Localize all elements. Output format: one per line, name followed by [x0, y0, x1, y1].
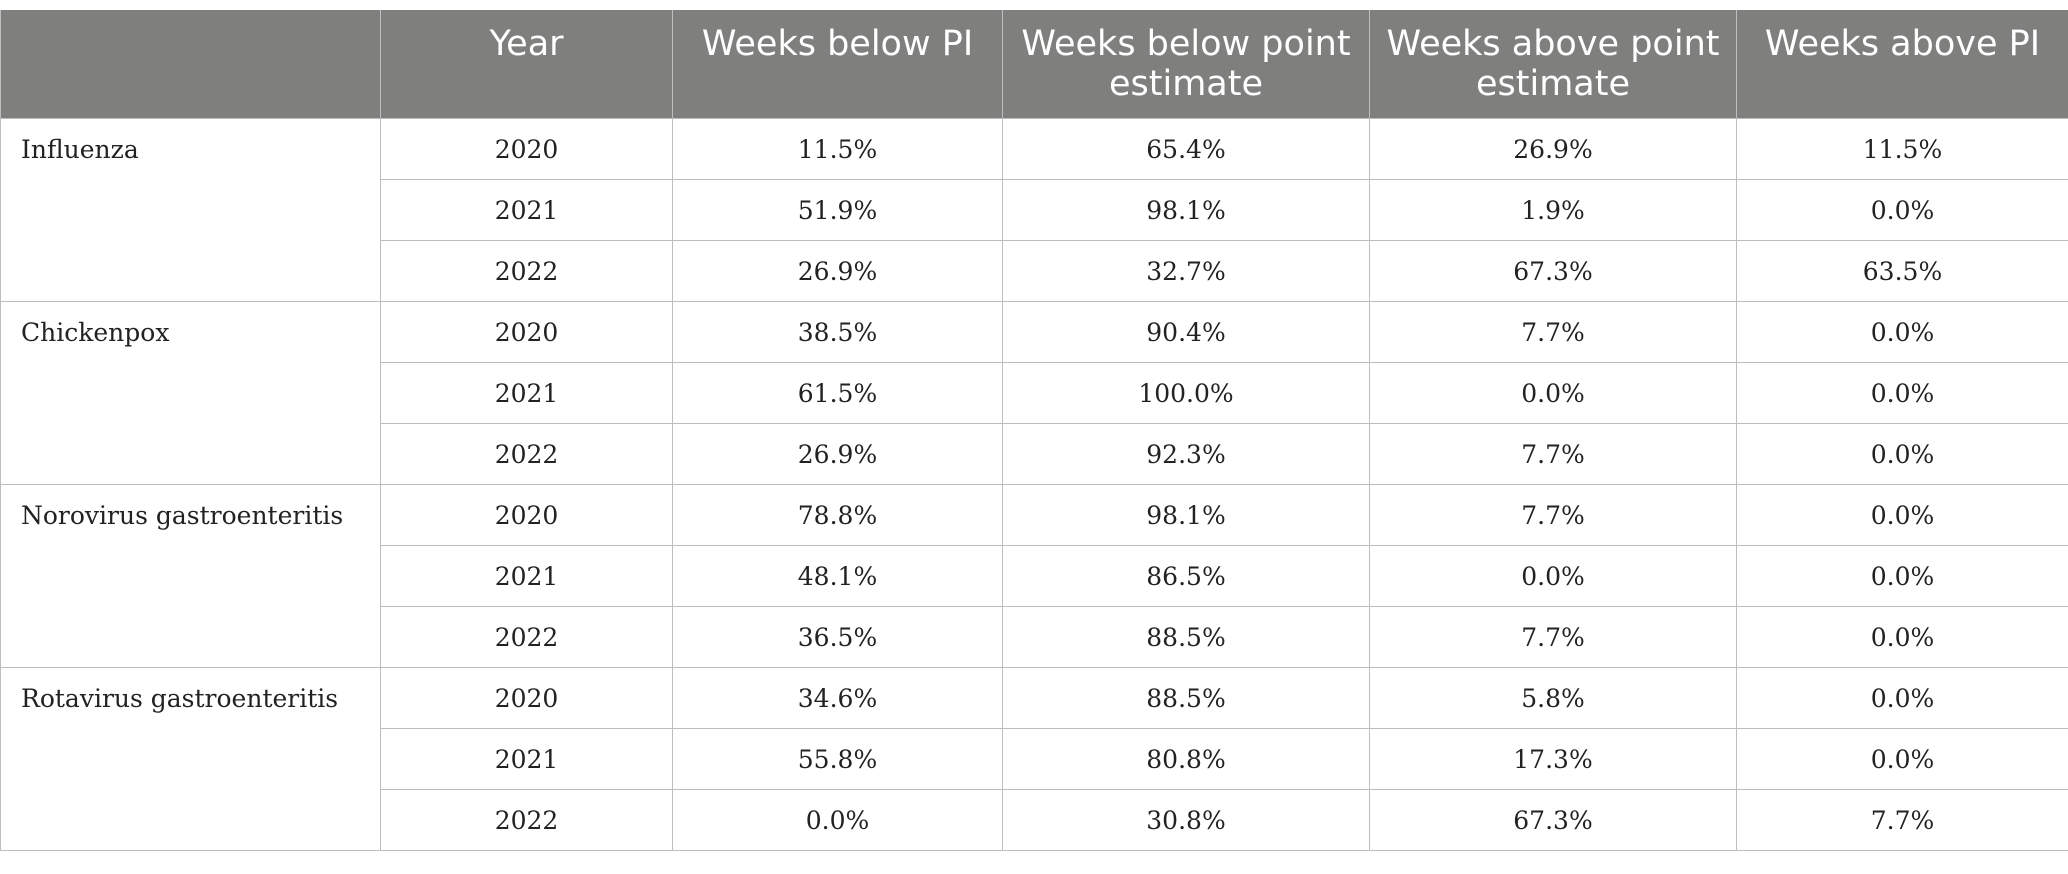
cell-weeks-below-point-estimate: 88.5% [1002, 667, 1370, 729]
cell-weeks-above-pi: 0.0% [1736, 423, 2068, 485]
cell-weeks-below-pi: 55.8% [672, 728, 1003, 790]
cell-weeks-above-pi: 0.0% [1736, 484, 2068, 546]
cell-weeks-below-pi: 51.9% [672, 179, 1003, 241]
cell-weeks-above-point-estimate: 17.3% [1369, 728, 1737, 790]
cell-year: 2020 [380, 301, 673, 363]
cell-year: 2021 [380, 362, 673, 424]
cell-weeks-above-pi: 0.0% [1736, 179, 2068, 241]
cell-weeks-above-point-estimate: 0.0% [1369, 545, 1737, 607]
results-table: Year Weeks below PI Weeks below point es… [0, 10, 2068, 851]
table-row: 2022 36.5% 88.5% 7.7% 0.0% [1, 606, 2068, 668]
header-cell-weeks-above-point-estimate: Weeks above point estimate [1369, 10, 1737, 119]
cell-weeks-below-point-estimate: 100.0% [1002, 362, 1370, 424]
cell-weeks-below-pi: 78.8% [672, 484, 1003, 546]
table-row: 2022 0.0% 30.8% 67.3% 7.7% [1, 789, 2068, 851]
table-row: Influenza 2020 11.5% 65.4% 26.9% 11.5% [0, 118, 2068, 302]
table-body: Influenza 2020 11.5% 65.4% 26.9% 11.5% 2021 51.… [0, 118, 2068, 851]
cell-year: 2021 [380, 179, 673, 241]
disease-cell: Influenza [0, 118, 381, 302]
cell-weeks-below-pi: 48.1% [672, 545, 1003, 607]
table-row: 2021 55.8% 80.8% 17.3% 0.0% [1, 728, 2068, 790]
disease-cell: Rotavirus gastroenteritis [0, 667, 381, 851]
cell-weeks-below-pi: 11.5% [672, 118, 1003, 180]
header-cell-weeks-below-point-estimate: Weeks below point estimate [1002, 10, 1370, 119]
disease-cell: Norovirus gastroenteritis [0, 484, 381, 668]
cell-weeks-above-pi: 7.7% [1736, 789, 2068, 851]
cell-weeks-below-pi: 61.5% [672, 362, 1003, 424]
cell-weeks-below-point-estimate: 32.7% [1002, 240, 1370, 302]
table-row: 2022 26.9% 92.3% 7.7% 0.0% [1, 423, 2068, 485]
cell-weeks-below-point-estimate: 88.5% [1002, 606, 1370, 668]
table-row: 2021 61.5% 100.0% 0.0% 0.0% [1, 362, 2068, 424]
cell-weeks-above-point-estimate: 7.7% [1369, 484, 1737, 546]
cell-weeks-below-pi: 38.5% [672, 301, 1003, 363]
cell-weeks-below-point-estimate: 98.1% [1002, 179, 1370, 241]
cell-weeks-above-point-estimate: 7.7% [1369, 423, 1737, 485]
cell-year: 2022 [380, 789, 673, 851]
header-cell-weeks-below-pi: Weeks below PI [672, 10, 1003, 119]
cell-year: 2021 [380, 728, 673, 790]
cell-weeks-above-point-estimate: 26.9% [1369, 118, 1737, 180]
table-row: 2022 26.9% 32.7% 67.3% 63.5% [1, 240, 2068, 302]
header-cell-disease [0, 10, 381, 119]
cell-weeks-above-pi: 0.0% [1736, 606, 2068, 668]
cell-weeks-above-point-estimate: 0.0% [1369, 362, 1737, 424]
cell-weeks-below-point-estimate: 30.8% [1002, 789, 1370, 851]
header-cell-weeks-above-pi: Weeks above PI [1736, 10, 2068, 119]
cell-weeks-above-point-estimate: 67.3% [1369, 240, 1737, 302]
cell-weeks-below-point-estimate: 80.8% [1002, 728, 1370, 790]
header-row: Year Weeks below PI Weeks below point es… [0, 10, 2068, 119]
cell-weeks-above-point-estimate: 67.3% [1369, 789, 1737, 851]
cell-weeks-above-pi: 0.0% [1736, 362, 2068, 424]
cell-year: 2020 [380, 484, 673, 546]
header-cell-year: Year [380, 10, 673, 119]
cell-weeks-below-pi: 34.6% [672, 667, 1003, 729]
cell-weeks-above-pi: 11.5% [1736, 118, 2068, 180]
cell-weeks-below-point-estimate: 90.4% [1002, 301, 1370, 363]
cell-weeks-above-point-estimate: 5.8% [1369, 667, 1737, 729]
cell-year: 2021 [380, 545, 673, 607]
disease-cell: Chickenpox [0, 301, 381, 485]
cell-weeks-above-pi: 0.0% [1736, 667, 2068, 729]
cell-weeks-above-pi: 63.5% [1736, 240, 2068, 302]
cell-year: 2022 [380, 240, 673, 302]
cell-weeks-below-point-estimate: 86.5% [1002, 545, 1370, 607]
table-row: 2021 48.1% 86.5% 0.0% 0.0% [1, 545, 2068, 607]
cell-weeks-below-point-estimate: 65.4% [1002, 118, 1370, 180]
cell-weeks-below-pi: 26.9% [672, 240, 1003, 302]
cell-weeks-below-pi: 36.5% [672, 606, 1003, 668]
table-header: Year Weeks below PI Weeks below point es… [0, 10, 2068, 119]
cell-year: 2020 [380, 118, 673, 180]
table-row: Norovirus gastroenteritis 2020 78.8% 98.1% 7… [0, 484, 2068, 668]
cell-weeks-below-point-estimate: 92.3% [1002, 423, 1370, 485]
cell-weeks-below-pi: 26.9% [672, 423, 1003, 485]
cell-weeks-above-point-estimate: 7.7% [1369, 301, 1737, 363]
cell-weeks-above-pi: 0.0% [1736, 728, 2068, 790]
cell-weeks-below-pi: 0.0% [672, 789, 1003, 851]
cell-weeks-above-point-estimate: 7.7% [1369, 606, 1737, 668]
cell-weeks-below-point-estimate: 98.1% [1002, 484, 1370, 546]
table-row: Rotavirus gastroenteritis 2020 34.6% 88.5% 5… [0, 667, 2068, 851]
table-row: Chickenpox 2020 38.5% 90.4% 7.7% 0.0% [0, 301, 2068, 485]
cell-year: 2022 [380, 423, 673, 485]
cell-year: 2022 [380, 606, 673, 668]
cell-year: 2020 [380, 667, 673, 729]
cell-weeks-above-pi: 0.0% [1736, 301, 2068, 363]
cell-weeks-above-point-estimate: 1.9% [1369, 179, 1737, 241]
table-container: Year Weeks below PI Weeks below point es… [0, 10, 2068, 851]
cell-weeks-above-pi: 0.0% [1736, 545, 2068, 607]
